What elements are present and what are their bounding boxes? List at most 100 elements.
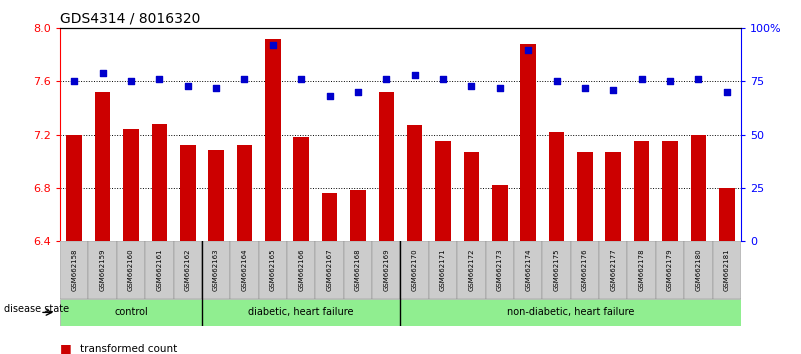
Bar <box>151 124 167 241</box>
Point <box>323 93 336 99</box>
Bar <box>549 132 565 241</box>
Bar <box>662 141 678 241</box>
Bar <box>521 44 536 241</box>
Bar <box>464 152 479 241</box>
Text: GSM662179: GSM662179 <box>667 249 673 291</box>
Text: GSM662175: GSM662175 <box>553 249 560 291</box>
Text: GSM662166: GSM662166 <box>298 249 304 291</box>
Bar <box>60 241 88 299</box>
Text: GSM662174: GSM662174 <box>525 249 531 291</box>
Text: GSM662176: GSM662176 <box>582 249 588 291</box>
Text: GSM662167: GSM662167 <box>327 249 332 291</box>
Bar <box>180 145 195 241</box>
Point <box>352 89 364 95</box>
Text: GSM662163: GSM662163 <box>213 249 219 291</box>
Bar <box>174 241 202 299</box>
Point <box>521 47 534 52</box>
Point <box>720 89 733 95</box>
Bar <box>429 241 457 299</box>
Bar <box>316 241 344 299</box>
Text: GSM662165: GSM662165 <box>270 249 276 291</box>
Bar <box>713 241 741 299</box>
Point <box>465 83 478 88</box>
Bar <box>599 241 627 299</box>
Bar <box>435 141 451 241</box>
Point <box>238 76 251 82</box>
Bar <box>202 299 400 326</box>
Point <box>68 79 81 84</box>
Bar <box>407 125 422 241</box>
Text: GSM662181: GSM662181 <box>724 249 730 291</box>
Bar <box>145 241 174 299</box>
Bar <box>322 193 337 241</box>
Bar <box>492 185 508 241</box>
Text: GDS4314 / 8016320: GDS4314 / 8016320 <box>60 12 200 26</box>
Bar <box>627 241 656 299</box>
Text: GSM662172: GSM662172 <box>469 249 474 291</box>
Point <box>635 76 648 82</box>
Point <box>267 42 280 48</box>
Point <box>663 79 676 84</box>
Text: GSM662173: GSM662173 <box>497 249 503 291</box>
Bar <box>684 241 713 299</box>
Bar <box>606 152 621 241</box>
Bar <box>293 137 309 241</box>
Bar <box>265 39 280 241</box>
Bar <box>379 92 394 241</box>
Text: transformed count: transformed count <box>80 344 177 354</box>
Point <box>607 87 620 93</box>
Text: GSM662158: GSM662158 <box>71 249 77 291</box>
Text: disease state: disease state <box>4 304 69 314</box>
Text: GSM662159: GSM662159 <box>99 249 106 291</box>
Bar <box>95 92 111 241</box>
Text: diabetic, heart failure: diabetic, heart failure <box>248 307 354 318</box>
Bar <box>485 241 514 299</box>
Point <box>153 76 166 82</box>
Point <box>295 76 308 82</box>
Bar <box>570 241 599 299</box>
Point <box>210 85 223 91</box>
Bar <box>117 241 145 299</box>
Point <box>437 76 449 82</box>
Bar <box>457 241 485 299</box>
Text: GSM662161: GSM662161 <box>156 249 163 291</box>
Bar <box>577 152 593 241</box>
Text: GSM662177: GSM662177 <box>610 249 616 291</box>
Point <box>692 76 705 82</box>
Text: GSM662168: GSM662168 <box>355 249 361 291</box>
Bar <box>231 241 259 299</box>
Point <box>409 72 421 78</box>
Text: GSM662160: GSM662160 <box>128 249 134 291</box>
Text: ■: ■ <box>60 342 76 354</box>
Text: GSM662178: GSM662178 <box>638 249 645 291</box>
Text: control: control <box>114 307 148 318</box>
Bar <box>542 241 570 299</box>
Bar <box>400 299 741 326</box>
Bar <box>690 135 706 241</box>
Bar <box>202 241 231 299</box>
Text: GSM662180: GSM662180 <box>695 249 702 291</box>
Bar <box>372 241 400 299</box>
Bar <box>236 145 252 241</box>
Bar <box>60 299 202 326</box>
Bar <box>208 150 224 241</box>
Point <box>380 76 392 82</box>
Point <box>550 79 563 84</box>
Point <box>493 85 506 91</box>
Point <box>578 85 591 91</box>
Bar <box>514 241 542 299</box>
Text: GSM662169: GSM662169 <box>384 249 389 291</box>
Bar <box>259 241 287 299</box>
Bar <box>344 241 372 299</box>
Bar <box>400 241 429 299</box>
Text: GSM662162: GSM662162 <box>185 249 191 291</box>
Bar <box>656 241 684 299</box>
Point <box>125 79 138 84</box>
Text: GSM662164: GSM662164 <box>241 249 248 291</box>
Point <box>96 70 109 76</box>
Bar <box>88 241 117 299</box>
Bar <box>287 241 316 299</box>
Bar <box>66 135 82 241</box>
Text: GSM662170: GSM662170 <box>412 249 417 291</box>
Bar <box>634 141 650 241</box>
